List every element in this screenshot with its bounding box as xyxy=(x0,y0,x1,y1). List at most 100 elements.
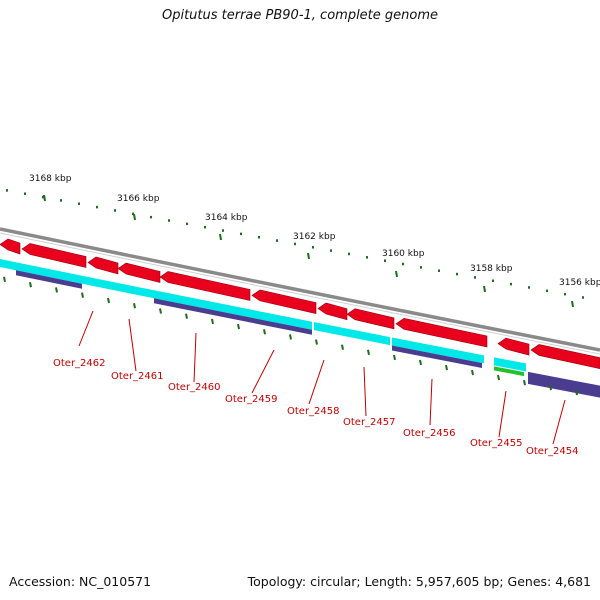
genome-summary-text: Topology: circular; Length: 5,957,605 bp… xyxy=(247,574,591,589)
gene-leader-line xyxy=(498,390,507,438)
scale-minor-tick xyxy=(294,242,296,246)
gene-label[interactable]: Oter_2454 xyxy=(526,446,579,457)
gene-leader-line xyxy=(552,399,566,445)
track-tick xyxy=(315,339,318,345)
scale-major-tick xyxy=(571,300,574,308)
gene-arrow xyxy=(497,337,530,356)
gene-label[interactable]: Oter_2460 xyxy=(168,382,221,393)
scale-minor-tick xyxy=(258,235,260,239)
track-tick xyxy=(237,323,240,330)
scale-minor-tick xyxy=(24,192,26,195)
gene-label[interactable]: Oter_2457 xyxy=(343,417,396,428)
scale-tick-label: 3164 kbp xyxy=(205,213,248,223)
gene-leader-line xyxy=(363,366,367,417)
scale-major-tick xyxy=(483,285,486,293)
track-tick xyxy=(549,384,552,391)
scale-minor-tick xyxy=(402,262,404,266)
gene-label[interactable]: Oter_2458 xyxy=(287,406,340,417)
scale-minor-tick xyxy=(384,259,386,262)
scale-major-tick xyxy=(43,194,46,202)
accession-text: Accession: NC_010571 xyxy=(9,574,152,589)
gene-label[interactable]: Oter_2462 xyxy=(53,358,106,369)
gene-arrow xyxy=(317,302,348,321)
scale-minor-tick xyxy=(312,246,314,249)
gene-arrow xyxy=(21,243,87,268)
gene-arrow xyxy=(87,256,119,275)
track-tick xyxy=(523,379,526,386)
scale-minor-tick xyxy=(186,222,188,226)
scale-minor-tick xyxy=(60,199,62,202)
scale-major-tick xyxy=(219,233,222,241)
scale-minor-tick xyxy=(564,292,566,296)
scale-minor-tick xyxy=(132,212,134,216)
scale-major-tick xyxy=(395,270,398,278)
track-tick xyxy=(107,297,110,304)
scale-ticks: 3168 kbp 3166 kbp 3164 kbp 3162 kbp 3160 kbp… xyxy=(6,174,600,308)
gene-leader-line xyxy=(193,332,197,383)
backbone-inner xyxy=(0,232,600,355)
rna-band xyxy=(16,270,82,289)
scale-minor-tick xyxy=(222,229,224,232)
gene-arrow xyxy=(395,317,488,348)
track-tick xyxy=(445,364,448,371)
gene-leader-line xyxy=(308,359,325,405)
scale-minor-tick xyxy=(168,219,170,222)
track-tick xyxy=(159,308,162,314)
track-tick xyxy=(419,359,422,366)
scale-minor-tick xyxy=(474,276,476,279)
track-tick xyxy=(575,389,578,396)
scale-major-tick xyxy=(133,213,136,221)
track-tick xyxy=(341,344,344,350)
track-tick xyxy=(185,313,188,319)
cds-band xyxy=(494,357,526,372)
scale-minor-tick xyxy=(42,195,44,199)
track-tick xyxy=(471,369,474,376)
cds-band xyxy=(314,322,390,346)
rna-band xyxy=(154,298,312,335)
track-tick xyxy=(289,334,292,340)
gene-label[interactable]: Oter_2461 xyxy=(111,371,164,382)
track-tick xyxy=(393,354,396,361)
scale-tick-label: 3162 kbp xyxy=(293,232,336,242)
scale-minor-tick xyxy=(348,252,350,256)
scale-minor-tick xyxy=(438,269,440,272)
scale-tick-label: 3160 kbp xyxy=(382,249,425,259)
gene-leader-line xyxy=(429,378,433,426)
scale-minor-tick xyxy=(78,202,80,206)
scale-minor-tick xyxy=(96,205,98,209)
rna-band xyxy=(528,371,600,398)
gene-arrow xyxy=(530,344,600,369)
gene-arrow xyxy=(0,238,21,255)
map-title: Opitutus terrae PB90-1, complete genome xyxy=(161,8,439,23)
scale-minor-tick xyxy=(114,209,116,212)
gene-labels: Oter_2462 Oter_2461 Oter_2460 Oter_2459 Oter… xyxy=(53,310,579,457)
gene-label[interactable]: Oter_2456 xyxy=(403,428,456,439)
gene-arrow xyxy=(251,289,317,314)
scale-minor-tick xyxy=(204,225,206,229)
gene-leader-line xyxy=(251,349,275,394)
scale-minor-tick xyxy=(546,289,548,293)
gene-label[interactable]: Oter_2455 xyxy=(470,438,523,449)
scale-minor-tick xyxy=(330,249,332,252)
track-tick xyxy=(211,318,214,325)
gene-arrow xyxy=(117,262,161,283)
cds-band xyxy=(12,261,84,285)
scale-minor-tick xyxy=(6,189,8,192)
track-tick xyxy=(263,329,266,335)
scale-minor-tick xyxy=(528,286,530,289)
gene-leader-line xyxy=(78,310,94,347)
scale-minor-tick xyxy=(510,282,512,286)
gene-label[interactable]: Oter_2459 xyxy=(225,394,278,405)
track-tick xyxy=(133,303,136,309)
scale-tick-label: 3158 kbp xyxy=(470,264,513,274)
backbone-outer xyxy=(0,227,600,352)
track-tick xyxy=(497,374,500,381)
gene-arrow xyxy=(346,308,395,330)
track-tick xyxy=(367,349,370,356)
scale-minor-tick xyxy=(456,272,458,276)
scale-minor-tick xyxy=(240,232,242,236)
gene-leader-line xyxy=(128,318,137,372)
track-tick xyxy=(29,281,32,288)
scale-minor-tick xyxy=(366,256,368,259)
